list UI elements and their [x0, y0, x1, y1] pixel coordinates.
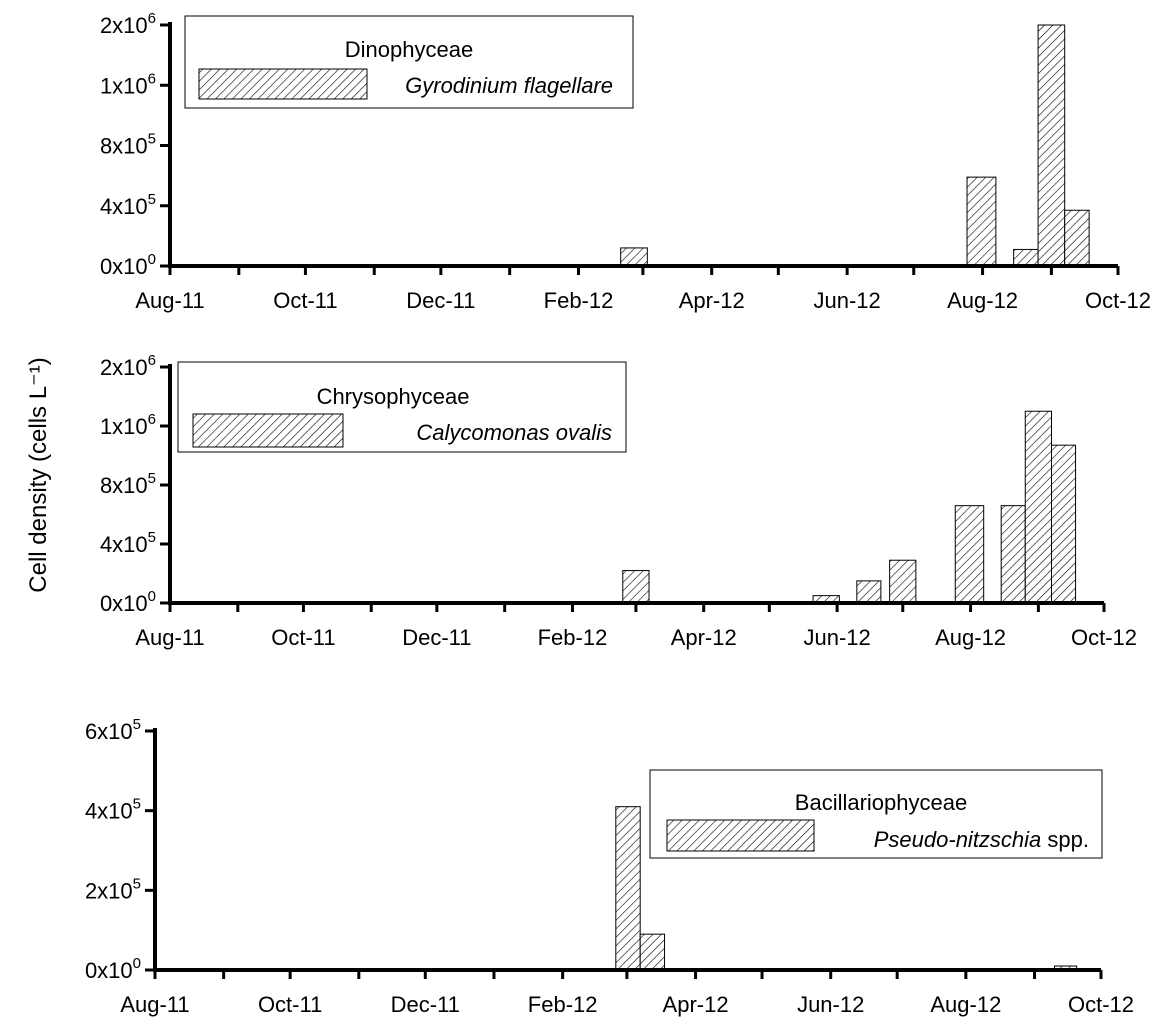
legend-group-title: Bacillariophyceae	[795, 790, 967, 815]
y-tick-label: 8x105	[100, 470, 156, 498]
legend: Chrysophyceae Calycomonas ovalis	[177, 361, 627, 453]
y-tick-label: 1x106	[100, 411, 156, 439]
x-tick-label: Oct-12	[1085, 288, 1151, 313]
legend-series-name: Pseudo-nitzschia	[874, 827, 1042, 852]
y-tick-label: 1x106	[100, 70, 156, 98]
x-tick-label: Dec-11	[391, 992, 460, 1017]
y-tick-label: 6x105	[85, 716, 141, 744]
chart-panel-dinophyceae: Aug-11 Oct-11 Dec-11 Feb-12 Apr-12 Jun-12 Aug-…	[100, 10, 1151, 313]
x-tick-label: Apr-12	[663, 992, 729, 1017]
legend-group-title: Chrysophyceae	[317, 384, 470, 409]
legend-swatch	[198, 68, 368, 100]
x-tick-label: Aug-11	[120, 992, 189, 1017]
bar	[639, 933, 666, 971]
legend-series-label: Pseudo-nitzschia spp.	[874, 827, 1089, 852]
y-tick-label: 0x100	[100, 588, 156, 616]
bar	[889, 559, 917, 604]
legend-series-label: Calycomonas ovalis	[416, 420, 612, 445]
y-tick-label: 2x106	[100, 352, 156, 380]
legend-series-name: Calycomonas ovalis	[416, 420, 612, 445]
y-tick-label: 4x105	[100, 529, 156, 557]
x-tick-label: Feb-12	[538, 625, 608, 650]
x-tick-label: Feb-12	[528, 992, 598, 1017]
legend-group-title: Dinophyceae	[345, 37, 473, 62]
bar	[620, 247, 648, 267]
chart-panel-chrysophyceae: Aug-11 Oct-11 Dec-11 Feb-12 Apr-12 Jun-12 Aug-…	[100, 352, 1137, 650]
legend: Bacillariophyceae Pseudo-nitzschia spp.	[649, 769, 1103, 859]
x-tick-label: Aug-12	[935, 625, 1006, 650]
x-tick-label: Aug-12	[930, 992, 1001, 1017]
bar	[1000, 505, 1026, 604]
y-tick-label: 8x105	[100, 131, 156, 159]
bar	[1013, 248, 1039, 267]
x-tick-label: Aug-11	[135, 625, 204, 650]
legend-series-name: Gyrodinium flagellare	[405, 73, 613, 98]
x-tick-label: Oct-11	[271, 625, 335, 650]
x-tick-label: Jun-12	[797, 992, 864, 1017]
bar	[1064, 209, 1090, 267]
legend-swatch	[666, 819, 815, 852]
legend: Dinophyceae Gyrodinium flagellare	[184, 15, 634, 109]
bar	[966, 176, 997, 267]
x-tick-label: Apr-12	[679, 288, 745, 313]
y-tick-label: 0x100	[85, 955, 141, 983]
x-tick-label: Jun-12	[804, 625, 871, 650]
y-tick-label: 0x100	[100, 251, 156, 279]
y-tick-label: 2x105	[85, 875, 141, 903]
y-tick-label: 4x105	[100, 191, 156, 219]
x-tick-label: Aug-11	[135, 288, 204, 313]
bar	[1024, 410, 1053, 604]
x-tick-label: Dec-11	[406, 288, 475, 313]
y-tick-label: 4x105	[85, 796, 141, 824]
y-tick-label: 2x106	[100, 10, 156, 38]
x-tick-label: Apr-12	[671, 625, 737, 650]
bar	[622, 570, 650, 604]
x-tick-label: Oct-12	[1071, 625, 1137, 650]
legend-series-label: Gyrodinium flagellare	[405, 73, 613, 98]
x-tick-label: Oct-12	[1068, 992, 1134, 1017]
x-tick-label: Jun-12	[814, 288, 881, 313]
x-tick-label: Feb-12	[544, 288, 614, 313]
bar	[954, 505, 985, 604]
legend-series-suffix: spp.	[1041, 827, 1089, 852]
x-tick-label: Aug-12	[947, 288, 1018, 313]
bar	[615, 806, 641, 971]
legend-swatch	[192, 413, 344, 448]
x-tick-label: Oct-11	[258, 992, 322, 1017]
bar	[856, 580, 882, 604]
y-axis-title: Cell density (cells L⁻¹)	[25, 357, 52, 592]
x-tick-label: Oct-11	[273, 288, 337, 313]
bar	[1037, 24, 1066, 267]
x-tick-label: Dec-11	[402, 625, 471, 650]
bar	[1051, 444, 1077, 604]
chart-panel-bacillariophyceae: Aug-11 Oct-11 Dec-11 Feb-12 Apr-12 Jun-12 Aug-…	[85, 716, 1134, 1017]
